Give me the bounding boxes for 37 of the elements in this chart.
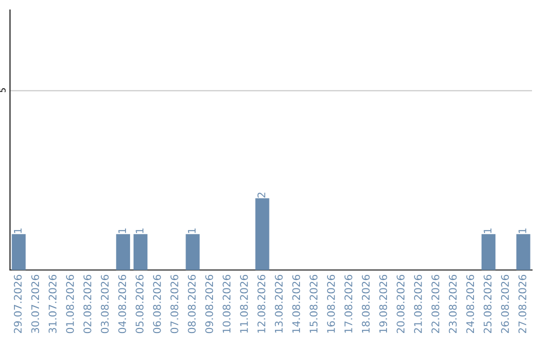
x-tick-label: 10.08.2026	[222, 274, 231, 333]
x-tick-label: 24.08.2026	[466, 274, 474, 334]
x-tick-label: 14.08.2026	[292, 274, 300, 333]
x-tick-label: 06.08.2026	[153, 274, 161, 334]
x-tick-label: 09.08.2026	[205, 274, 214, 334]
x-tick-label: 11.08.2026	[240, 274, 248, 333]
x-tick-label: 05.08.2026	[136, 274, 144, 334]
x-tick-label: 21.08.2026	[414, 274, 422, 334]
x-tick-label: 08.08.2026	[188, 274, 196, 334]
x-tick-label: 20.08.2026	[396, 274, 405, 334]
data-label: 1	[118, 228, 126, 233]
data-label: 1	[518, 228, 526, 233]
x-tick-label: 17.08.2026	[344, 274, 352, 333]
data-label: 1	[188, 228, 196, 233]
x-tick-label: 29.07.2026	[14, 274, 22, 334]
x-tick-label: 07.08.2026	[170, 274, 178, 334]
x-tick-label: 27.08.2026	[518, 274, 526, 334]
data-label: 1	[136, 228, 144, 233]
x-tick-label: 16.08.2026	[327, 274, 335, 333]
x-tick-label: 25.08.2026	[484, 274, 492, 334]
x-tick-label: 26.08.2026	[501, 274, 509, 334]
x-tick-label: 12.08.2026	[257, 274, 266, 333]
x-tick-label: 15.08.2026	[310, 274, 318, 333]
data-label: 1	[14, 228, 22, 233]
x-tick-label: 13.08.2026	[274, 274, 283, 333]
x-tick-label: 01.08.2026	[66, 274, 74, 334]
x-tick-label: 30.07.2026	[31, 274, 40, 334]
data-label: 2	[257, 192, 266, 198]
x-tick-label: 19.08.2026	[379, 274, 388, 333]
x-tick-label: 02.08.2026	[83, 274, 92, 334]
x-tick-label: 04.08.2026	[118, 274, 126, 334]
x-tick-label: 23.08.2026	[448, 274, 457, 334]
x-tick-label: 22.08.2026	[431, 274, 440, 334]
x-tick-label: 31.07.2026	[48, 274, 57, 334]
x-tick-label: 03.08.2026	[100, 274, 109, 334]
data-label: 1	[484, 228, 492, 233]
x-tick-label: 18.08.2026	[362, 274, 370, 333]
